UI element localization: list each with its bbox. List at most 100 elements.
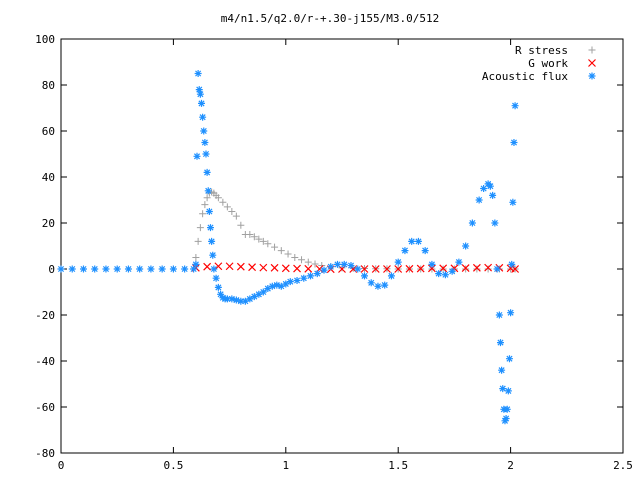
plus-marker bbox=[298, 256, 306, 264]
data-point bbox=[300, 274, 308, 282]
data-point bbox=[214, 283, 222, 291]
data-point bbox=[192, 254, 200, 261]
series-g-work bbox=[191, 262, 520, 274]
star-marker bbox=[212, 274, 220, 282]
star-marker bbox=[387, 272, 395, 280]
data-point bbox=[313, 270, 321, 278]
data-point bbox=[510, 139, 518, 146]
data-point bbox=[293, 264, 301, 273]
x-tick-label: 1 bbox=[282, 459, 289, 472]
data-point bbox=[498, 366, 506, 374]
data-point bbox=[264, 285, 272, 293]
data-point bbox=[416, 264, 425, 273]
data-point bbox=[190, 265, 198, 273]
legend-marker bbox=[588, 72, 596, 80]
data-point bbox=[202, 150, 210, 158]
cross-marker bbox=[588, 59, 596, 67]
data-point bbox=[462, 242, 470, 250]
cross-marker bbox=[281, 264, 290, 273]
data-point bbox=[203, 262, 212, 271]
data-point bbox=[334, 260, 342, 268]
star-marker bbox=[136, 265, 144, 273]
data-point bbox=[311, 260, 319, 268]
star-marker bbox=[503, 405, 511, 413]
star-marker bbox=[327, 263, 335, 271]
cross-marker bbox=[248, 263, 257, 272]
star-marker bbox=[307, 272, 315, 280]
data-point bbox=[212, 274, 220, 282]
data-point bbox=[360, 272, 368, 280]
star-marker bbox=[273, 281, 281, 289]
cross-marker bbox=[371, 265, 380, 273]
star-marker bbox=[401, 247, 409, 255]
star-marker bbox=[255, 290, 263, 298]
plus-marker bbox=[277, 247, 285, 255]
star-marker bbox=[509, 198, 517, 206]
data-point bbox=[381, 281, 389, 289]
star-marker bbox=[250, 293, 258, 301]
data-point bbox=[441, 271, 449, 279]
data-point bbox=[124, 265, 132, 273]
data-point bbox=[508, 260, 516, 268]
star-marker bbox=[195, 86, 203, 94]
cross-marker bbox=[461, 264, 470, 273]
plus-marker bbox=[271, 243, 279, 251]
star-marker bbox=[480, 185, 488, 192]
data-point bbox=[237, 221, 245, 229]
star-marker bbox=[91, 265, 99, 273]
data-point bbox=[136, 265, 144, 273]
star-marker bbox=[510, 139, 518, 146]
data-point bbox=[196, 224, 204, 232]
star-marker bbox=[198, 99, 205, 107]
data-point bbox=[489, 191, 497, 199]
star-marker bbox=[496, 339, 504, 347]
chart-title: m4/n1.5/q2.0/r-+.30-j155/M3.0/512 bbox=[221, 12, 440, 25]
y-tick-label: 20 bbox=[42, 217, 55, 230]
star-marker bbox=[217, 290, 225, 298]
data-point bbox=[113, 265, 121, 273]
data-point bbox=[462, 265, 470, 273]
data-point bbox=[219, 294, 227, 302]
data-point bbox=[273, 281, 281, 289]
data-point bbox=[495, 311, 503, 319]
data-point bbox=[208, 237, 216, 245]
star-marker bbox=[489, 191, 497, 199]
legend-label: G work bbox=[528, 57, 568, 70]
legend-marker bbox=[588, 46, 596, 54]
data-point bbox=[158, 265, 166, 273]
star-marker bbox=[158, 265, 166, 273]
star-marker bbox=[320, 266, 328, 274]
star-marker bbox=[201, 139, 209, 146]
plus-marker bbox=[203, 194, 211, 202]
star-marker bbox=[435, 270, 443, 278]
data-point bbox=[448, 267, 456, 275]
star-marker bbox=[448, 267, 456, 275]
data-point bbox=[475, 196, 483, 204]
data-point bbox=[248, 263, 257, 272]
data-point bbox=[383, 265, 391, 273]
star-marker bbox=[237, 297, 245, 305]
cross-marker bbox=[472, 263, 481, 272]
star-marker bbox=[246, 295, 254, 303]
star-marker bbox=[421, 247, 429, 255]
star-marker bbox=[286, 278, 294, 286]
data-point bbox=[204, 187, 212, 195]
data-point bbox=[371, 265, 380, 273]
data-point bbox=[472, 263, 481, 272]
data-point bbox=[421, 247, 429, 255]
plus-marker bbox=[311, 260, 319, 268]
data-point bbox=[374, 282, 382, 290]
plus-marker bbox=[291, 254, 299, 261]
plus-marker bbox=[284, 250, 292, 258]
star-marker bbox=[194, 70, 202, 77]
data-point bbox=[255, 235, 263, 243]
star-marker bbox=[219, 294, 227, 302]
plus-marker bbox=[219, 198, 227, 206]
data-point bbox=[307, 272, 315, 280]
data-point bbox=[102, 265, 110, 273]
data-point bbox=[277, 247, 285, 255]
data-point bbox=[394, 265, 403, 273]
star-marker bbox=[475, 196, 483, 204]
data-point bbox=[511, 265, 520, 273]
y-tick-label: -20 bbox=[35, 309, 55, 322]
